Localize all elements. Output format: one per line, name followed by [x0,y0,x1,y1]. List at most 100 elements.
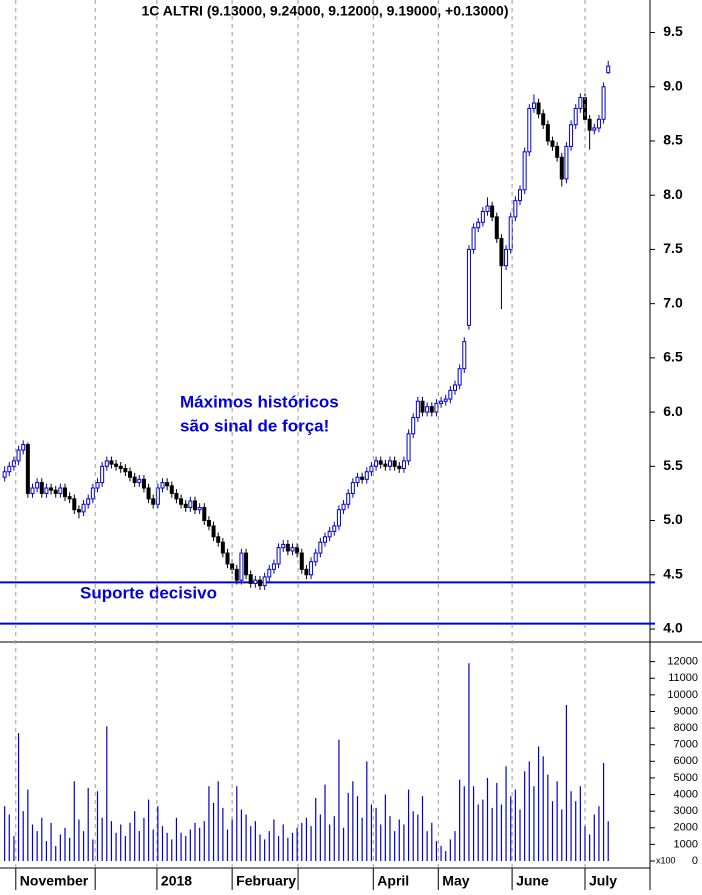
candle-body [100,465,105,484]
candle-body [234,568,239,581]
candle-body [369,465,374,473]
candle-body [262,576,267,587]
candle-body [169,485,174,494]
candle-body [211,525,216,538]
candle-body [58,487,63,494]
candle-body [137,478,142,484]
y-tick-label: 12000 [667,656,698,668]
candle-body [596,118,601,129]
candle-body [336,509,341,527]
candle-body [11,460,16,467]
candle-body [392,460,397,467]
candle-body [522,151,527,191]
candle-body [304,568,309,576]
y-tick-label: 2000 [674,822,698,834]
y-tick-label: 9.0 [663,77,683,93]
candle-body [160,482,165,489]
candle-body [360,476,365,480]
candle-body [327,530,332,538]
candle-body [318,541,323,554]
candle-body [253,579,258,584]
candle-body [388,460,392,467]
candle-body [448,389,453,400]
y-tick-label: 7.0 [663,294,683,310]
y-tick-label: 1000 [674,838,698,850]
candle-body [346,492,351,505]
candle-body [425,406,430,413]
candle-body [63,487,67,498]
y-tick-label: 11000 [668,672,698,684]
candle-body [309,561,314,576]
candle-body [406,433,411,462]
candle-body [44,487,49,494]
candle-body [16,449,21,462]
y-tick-label: 6.0 [663,403,683,419]
y-tick-label: 8.0 [663,186,683,202]
y-tick-label: 5000 [674,772,698,784]
candle-body [72,498,77,511]
candle-body [355,476,360,484]
candle-body [276,547,281,565]
candle-body [397,465,402,469]
candle-body [415,400,420,419]
candle-body [7,465,12,473]
y-tick-label: 6.5 [663,349,683,365]
candle-body [439,400,444,404]
candle-body [573,107,578,126]
candle-body [193,500,197,511]
candle-body [225,552,230,565]
y-tick-label: 4.5 [663,565,683,581]
candle-body [95,482,100,489]
candle-body [364,471,369,480]
y-tick-label: 8.5 [663,132,683,148]
candle-body [258,579,262,587]
x-tick-label: June [516,873,549,889]
candle-body [285,543,290,552]
candle-body [295,547,300,554]
candle-body [443,398,448,402]
annotation: Máximos históricos [180,392,339,411]
candle-body [146,487,151,500]
candle-body [271,563,276,570]
candle-body [401,460,406,469]
candle-body [411,417,416,435]
x-tick-label: November [20,873,89,889]
candle-body [499,238,504,267]
candle-body [132,476,137,484]
candle-body [541,113,546,126]
candle-body [569,124,574,147]
y-tick-label: 6000 [674,755,698,767]
candle-body [179,498,184,505]
candle-body [114,463,119,467]
candle-body [118,465,123,469]
candle-body [281,543,286,549]
candle-body [49,487,54,491]
annotation: são sinal de força! [180,416,329,435]
candle-body [564,145,569,180]
candle-body [244,552,249,576]
candle-body [128,471,132,478]
candle-body [550,140,555,147]
candle-body [53,489,58,494]
candle-body [21,444,26,451]
candle-body [123,467,128,473]
candle-body [471,227,476,250]
candle-body [578,97,583,109]
y-tick-label: 7.5 [663,240,683,256]
x-tick-label: July [589,873,617,889]
candle-body [188,500,193,509]
candle-body [197,507,202,511]
candle-body [527,107,532,153]
candle-body [476,221,481,229]
candle-body [453,384,457,391]
candle-body [480,210,485,223]
candle-body [299,552,304,570]
candle-body [378,460,383,465]
candle-body [155,487,160,505]
candle-body [513,200,518,218]
y-tick-label: 5.5 [663,457,683,473]
candle-body [531,102,536,109]
candle-body [545,124,550,142]
y-tick-label: 8000 [674,722,698,734]
